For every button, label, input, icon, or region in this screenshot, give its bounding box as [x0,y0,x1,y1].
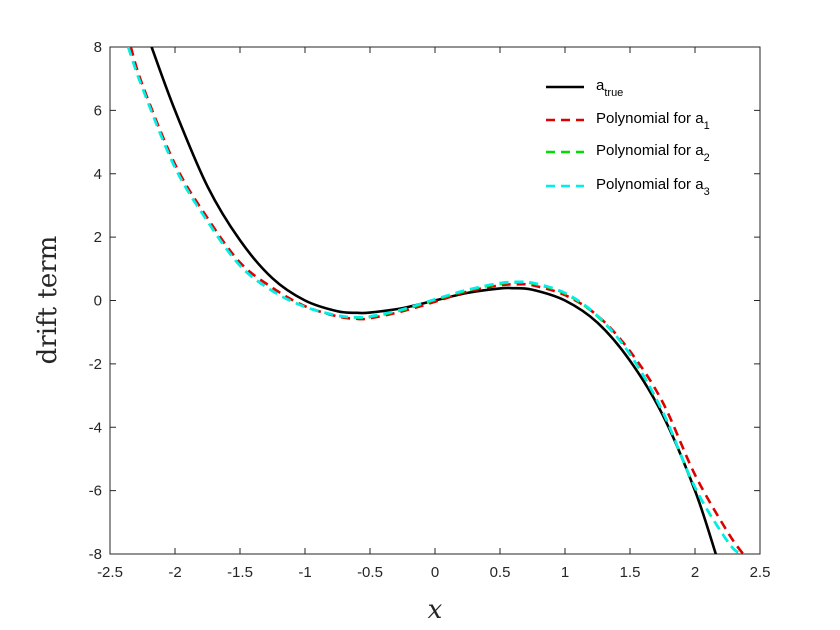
series-line-poly-a1 [129,47,745,554]
x-tick-label: 1 [561,564,569,581]
legend-entry-name: Polynomial for a [596,110,704,127]
axis-ticks: -2.5 -2 -1.5 -1 -0.5 0 0.5 1 1.5 2 2.5 -8 -6 -4 -2 0 2 4 6… [89,39,771,581]
legend-entry-name: a [596,77,605,94]
x-tick-label: -2.5 [97,564,123,581]
x-tick-label: -0.5 [357,564,383,581]
legend-entry: Polynomial for a1 [596,110,710,132]
legend-entry: Polynomial for a2 [596,142,710,164]
y-tick-label: 4 [94,166,102,183]
x-tick-label: 2 [691,564,699,581]
x-tick-label: 0.5 [490,564,511,581]
y-tick-label: -8 [89,546,102,563]
legend-entry-name: Polynomial for a [596,176,704,193]
x-tick-label: 1.5 [620,564,641,581]
legend-entry: Polynomial for a3 [596,176,710,198]
legend-entry-name: Polynomial for a [596,142,704,159]
legend-entry-subscript: 2 [704,152,710,164]
legend-entry-subscript: true [604,87,623,99]
y-tick-label: -6 [89,483,102,500]
legend-entry: atrue [596,77,623,99]
y-tick-label: -2 [89,356,102,373]
x-tick-label: 2.5 [750,564,771,581]
y-axis-label: drift term [33,236,63,365]
series-line-poly-a3 [126,47,742,554]
y-tick-label: 2 [94,229,102,246]
y-tick-label: 8 [94,39,102,56]
legend-entry-subscript: 3 [704,186,710,198]
y-tick-label: 6 [94,102,102,119]
series-lines [126,47,745,554]
x-tick-label: -1 [298,564,311,581]
y-tick-label: 0 [94,293,102,310]
x-axis-label: x [428,595,443,625]
x-tick-label: -2 [168,564,181,581]
legend-entry-subscript: 1 [704,120,710,132]
y-tick-label: -4 [89,419,102,436]
x-tick-label: -1.5 [227,564,253,581]
x-tick-label: 0 [431,564,439,581]
